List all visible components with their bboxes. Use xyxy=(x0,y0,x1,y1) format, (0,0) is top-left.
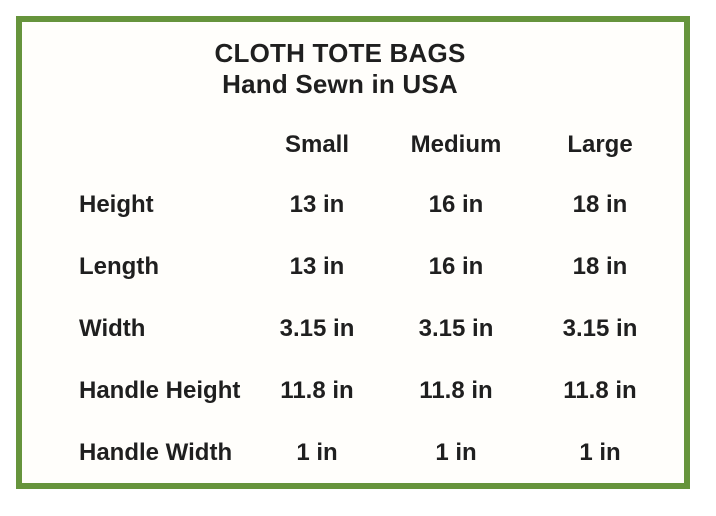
table-row-handle-width: Handle Width 1 in 1 in 1 in xyxy=(79,422,684,484)
cell-value: 13 in xyxy=(289,191,345,218)
cell-value: 3.15 in xyxy=(418,315,494,342)
cell-value: 1 in xyxy=(579,439,621,466)
row-label: Handle Height xyxy=(79,377,241,404)
card-title: CLOTH TOTE BAGS Hand Sewn in USA xyxy=(22,38,658,100)
column-header-small: Small xyxy=(284,131,350,158)
cell-value: 11.8 in xyxy=(419,377,493,404)
cell-value: 3.15 in xyxy=(562,315,638,342)
cell-value: 18 in xyxy=(572,191,628,218)
cell-value: 16 in xyxy=(428,191,484,218)
cell-value: 18 in xyxy=(572,253,628,280)
size-table: Small Medium Large Height 13 in 16 in 18… xyxy=(79,116,684,484)
title-line-1: CLOTH TOTE BAGS xyxy=(214,38,466,68)
table-row-width: Width 3.15 in 3.15 in 3.15 in xyxy=(79,298,684,360)
row-label: Width xyxy=(79,315,146,342)
cell-value: 11.8 in xyxy=(563,377,637,404)
column-header-large: Large xyxy=(567,131,633,158)
cell-value: 3.15 in xyxy=(279,315,355,342)
table-row-handle-height: Handle Height 11.8 in 11.8 in 11.8 in xyxy=(79,360,684,422)
cell-value: 13 in xyxy=(289,253,345,280)
row-label: Handle Width xyxy=(79,439,233,466)
table-header-row: Small Medium Large xyxy=(79,116,684,174)
cell-value: 1 in xyxy=(296,439,338,466)
cell-value: 11.8 in xyxy=(280,377,354,404)
row-label: Length xyxy=(79,253,159,280)
title-line-2: Hand Sewn in USA xyxy=(222,69,458,99)
cell-value: 16 in xyxy=(428,253,484,280)
cell-value: 1 in xyxy=(435,439,477,466)
green-border-frame: CLOTH TOTE BAGS Hand Sewn in USA Small M… xyxy=(16,16,690,489)
table-row-height: Height 13 in 16 in 18 in xyxy=(79,174,684,236)
table-row-length: Length 13 in 16 in 18 in xyxy=(79,236,684,298)
row-label: Height xyxy=(79,191,154,218)
column-header-medium: Medium xyxy=(410,131,502,158)
